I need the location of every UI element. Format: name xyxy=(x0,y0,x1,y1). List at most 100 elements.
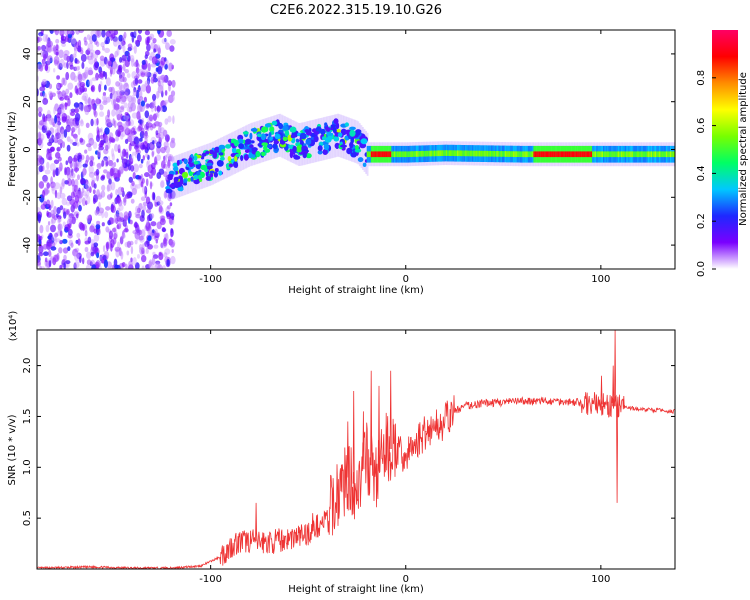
heatmap-cell xyxy=(173,166,179,172)
heatmap-cell xyxy=(157,47,161,56)
heatmap-cell xyxy=(424,150,426,157)
heatmap-cell xyxy=(85,122,90,128)
heatmap-cell xyxy=(635,151,638,158)
heatmap-cell xyxy=(123,102,128,109)
heatmap-cell xyxy=(384,151,387,158)
heatmap-cell xyxy=(42,243,48,250)
heatmap-cell xyxy=(50,218,54,225)
heatmap-cell xyxy=(37,154,41,162)
heatmap-cell xyxy=(152,38,157,44)
heatmap-cell xyxy=(111,109,116,117)
heatmap-cell xyxy=(77,238,81,246)
heatmap-cell xyxy=(158,132,165,140)
heatmap-cell xyxy=(176,154,179,198)
heatmap-cell xyxy=(452,150,455,156)
heatmap-cell xyxy=(142,155,145,161)
heatmap-cell xyxy=(94,30,100,36)
heatmap-cell xyxy=(154,105,157,112)
heatmap-cell xyxy=(146,159,151,165)
heatmap-cell xyxy=(626,151,628,158)
heatmap-cell xyxy=(59,205,64,211)
heatmap-cell xyxy=(85,194,88,199)
heatmap-cell xyxy=(120,97,126,105)
heatmap-cell xyxy=(243,154,249,161)
heatmap-cell xyxy=(597,151,600,158)
heatmap-cell xyxy=(578,151,580,158)
heatmap-cell xyxy=(71,127,76,133)
heatmap-cell xyxy=(205,176,211,181)
heatmap-cell xyxy=(506,151,508,157)
heatmap-cell xyxy=(74,184,79,192)
heatmap-cell xyxy=(156,141,162,149)
heatmap-cell xyxy=(76,213,79,219)
heatmap-cell xyxy=(396,151,399,158)
heatmap-cell xyxy=(333,136,340,142)
heatmap-cell xyxy=(407,151,410,158)
heatmap-cell xyxy=(261,142,269,147)
heatmap-cell xyxy=(422,150,425,157)
heatmap-cell xyxy=(50,224,56,233)
heatmap-cell xyxy=(116,223,122,230)
heatmap-cell xyxy=(140,72,146,78)
heatmap-cell xyxy=(141,255,147,263)
colorbar-tick-label: 0.4 xyxy=(696,165,707,181)
heatmap-cell xyxy=(362,127,364,170)
heatmap-cell xyxy=(187,150,189,194)
heatmap-cell xyxy=(100,127,103,135)
heatmap-cell xyxy=(61,197,68,206)
heatmap-cell xyxy=(663,151,665,158)
heatmap-cell xyxy=(332,126,337,134)
heatmap-cell xyxy=(94,49,101,56)
y-tick-label: 1.0 xyxy=(22,459,33,475)
heatmap-cell xyxy=(92,198,96,205)
heatmap-cell xyxy=(244,149,250,154)
heatmap-cell xyxy=(646,151,649,158)
heatmap-cell xyxy=(106,184,110,192)
heatmap-cell xyxy=(138,89,143,99)
heatmap-cell xyxy=(357,157,364,163)
heatmap-cell xyxy=(113,120,117,128)
heatmap-cell xyxy=(69,54,74,63)
heatmap-cell xyxy=(414,151,417,157)
heatmap-cell xyxy=(213,140,216,184)
heatmap-cell xyxy=(166,135,169,143)
heatmap-cell xyxy=(496,151,499,157)
heatmap-cell xyxy=(40,203,46,210)
heatmap-cell xyxy=(669,151,672,158)
heatmap-cell xyxy=(503,151,505,157)
heatmap-cell xyxy=(183,182,187,186)
heatmap-cell xyxy=(75,167,78,174)
heatmap-cell xyxy=(160,242,164,249)
heatmap-cell xyxy=(82,167,86,177)
snr-series-line xyxy=(37,330,675,569)
heatmap-cell xyxy=(218,144,226,150)
heatmap-cell xyxy=(119,236,124,245)
heatmap-cell xyxy=(594,151,597,158)
heatmap-cell xyxy=(149,174,153,179)
heatmap-cell xyxy=(623,151,626,158)
heatmap-cell xyxy=(83,179,89,186)
heatmap-cell xyxy=(56,83,61,89)
heatmap-cell xyxy=(156,65,163,75)
heatmap-cell xyxy=(318,118,321,162)
heatmap-cell xyxy=(410,151,412,157)
heatmap-cells xyxy=(37,30,675,269)
heatmap-cell xyxy=(172,162,179,168)
heatmap-cell xyxy=(165,59,169,66)
heatmap-cell xyxy=(96,252,100,259)
heatmap-cell xyxy=(116,113,121,121)
heatmap-cell xyxy=(66,119,70,126)
heatmap-cell xyxy=(555,151,557,158)
heatmap-cell xyxy=(69,92,73,99)
heatmap-cell xyxy=(557,151,560,158)
heatmap-cell xyxy=(99,111,105,117)
heatmap-cell xyxy=(134,39,139,45)
heatmap-cell xyxy=(71,131,74,137)
heatmap-cell xyxy=(504,151,507,157)
heatmap-cell xyxy=(146,121,151,127)
heatmap-cell xyxy=(571,151,574,158)
heatmap-cell xyxy=(164,38,167,43)
heatmap-cell xyxy=(124,69,129,74)
heatmap-cell xyxy=(46,45,52,53)
heatmap-cell xyxy=(96,162,102,170)
